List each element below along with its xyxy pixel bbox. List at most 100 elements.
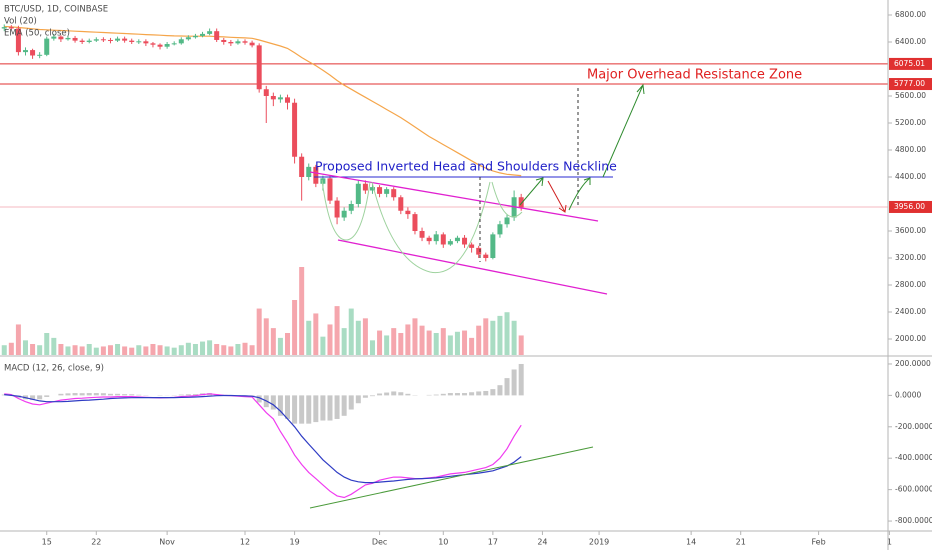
volume-bar (171, 347, 177, 355)
y-tick-label: 3600.00 (895, 226, 926, 235)
candle-body (299, 156, 305, 177)
candle-body (221, 39, 227, 42)
volume-bar (377, 330, 383, 355)
volume-bar (242, 342, 248, 355)
left-shoulder (321, 179, 371, 241)
volume-bar (86, 344, 92, 355)
volume-bar (214, 344, 220, 355)
candle-body (164, 44, 170, 47)
x-tick-label: 2019 (589, 538, 609, 547)
candle-body (107, 39, 113, 41)
histogram-bar (447, 393, 453, 396)
macd-line (4, 394, 522, 484)
volume-bar (285, 333, 291, 355)
volume-bar (150, 344, 156, 355)
x-tick-label: 12 (240, 538, 250, 547)
histogram-bar (285, 395, 291, 419)
candle-body (249, 42, 255, 46)
histogram-bar (334, 395, 340, 419)
volume-bar (447, 335, 453, 355)
volume-bar (107, 345, 113, 355)
candle-body (136, 41, 142, 43)
y-tick-label: 4800.00 (895, 145, 926, 154)
volume-bar (157, 345, 163, 355)
price-label-box (889, 57, 932, 70)
volume-bar (8, 342, 14, 355)
candle-body (44, 38, 50, 55)
volume-bar (100, 346, 106, 355)
histogram-bar (93, 393, 99, 396)
y-tick-label: 2400.00 (895, 307, 926, 316)
volume-bar (263, 318, 269, 355)
candle-body (171, 43, 177, 45)
candle-body (384, 189, 390, 194)
volume-bar (454, 331, 460, 355)
candle-body (72, 37, 78, 41)
x-tick-label: 17 (488, 538, 498, 547)
histogram-bar (490, 389, 496, 396)
candle-body (433, 234, 439, 242)
histogram-bar (348, 395, 354, 410)
volume-bar (433, 333, 439, 355)
volume-bar (228, 346, 234, 355)
candle-body (30, 50, 36, 56)
candle-body (419, 230, 425, 238)
arrow-up (568, 177, 591, 211)
histogram-bar (391, 391, 397, 396)
histogram-bar (377, 393, 383, 396)
histogram-bar (58, 393, 64, 396)
x-tick-label: Feb (812, 538, 826, 547)
volume-bar (256, 308, 262, 355)
histogram-bar (313, 395, 319, 423)
volume-bar (469, 337, 475, 355)
candle-body (292, 102, 298, 157)
histogram-bar (44, 395, 50, 397)
candle-body (37, 54, 43, 56)
histogram-bar (483, 390, 489, 396)
volume-bar (476, 325, 482, 355)
volume-bar (497, 315, 503, 355)
volume-bar (22, 340, 28, 355)
candle-body (228, 41, 234, 44)
histogram-bar (86, 393, 92, 396)
candle-body (1, 27, 7, 29)
histogram-bar (320, 395, 326, 421)
y-tick-label: 4400.00 (895, 172, 926, 181)
volume-bar (93, 347, 99, 355)
histogram-bar (362, 395, 368, 398)
volume-bar (136, 345, 142, 355)
histogram-bar (454, 393, 460, 396)
y-tick-label: -200.0000 (895, 422, 932, 431)
histogram-bar (178, 394, 184, 396)
channel-upper (309, 171, 599, 222)
candle-body (285, 97, 291, 103)
candle-body (320, 178, 326, 184)
histogram-bar (299, 395, 305, 424)
volume-bar (320, 336, 326, 355)
volume-bar (15, 324, 21, 355)
volume-bar (483, 318, 489, 355)
histogram-bar (129, 394, 135, 396)
volume-bar (207, 340, 213, 355)
price-label-box (889, 200, 932, 213)
volume-bar (51, 337, 57, 355)
volume-bar (405, 324, 411, 355)
candle-body (242, 41, 248, 43)
volume-bar (355, 320, 361, 355)
price-label-box (889, 78, 932, 91)
histogram-bar (292, 395, 298, 424)
volume-bar (313, 313, 319, 355)
candle-body (369, 187, 375, 191)
volume-bar (277, 337, 283, 355)
histogram-bar (405, 393, 411, 396)
arrow-down (547, 180, 567, 213)
x-tick-label: 21 (736, 538, 746, 547)
candle-body (405, 210, 411, 215)
histogram-bar (72, 393, 78, 396)
volume-bar (1, 345, 7, 355)
candle-body (100, 39, 106, 41)
volume-bar (185, 342, 191, 355)
candle-body (518, 197, 524, 208)
volume-bar (511, 320, 517, 355)
histogram-bar (327, 395, 333, 421)
